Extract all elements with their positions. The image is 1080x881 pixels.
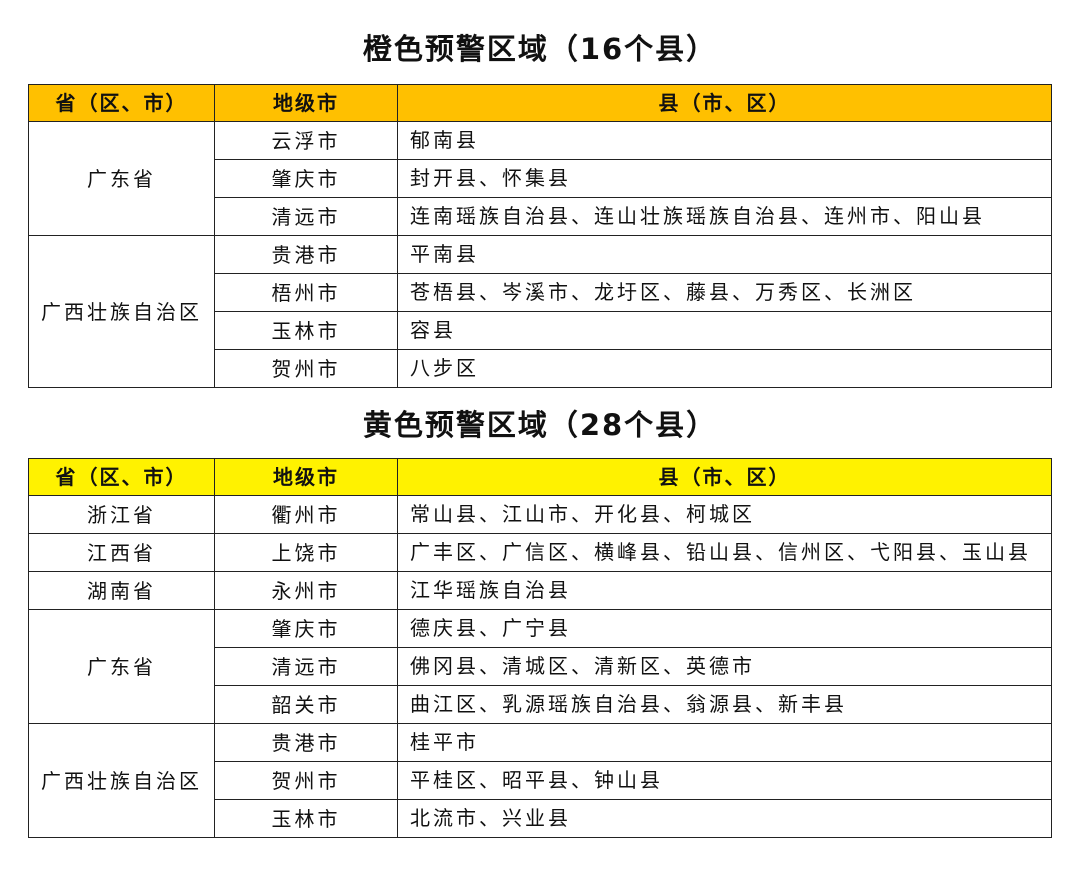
table-row: 韶关市 曲江区、乳源瑶族自治县、翁源县、新丰县 bbox=[29, 685, 1052, 724]
counties-cell: 广丰区、广信区、横峰县、铅山县、信州区、弋阳县、玉山县 bbox=[397, 533, 1052, 572]
table-row: 玉林市 北流市、兴业县 bbox=[29, 799, 1052, 838]
orange-warning-table: 省（区、市） 地级市 县（市、区） 广东省 云浮市 郁南县 肇庆市 封开县、怀集县 清远市… bbox=[28, 84, 1052, 388]
table-row: 广东省 肇庆市 德庆县、广宁县 bbox=[28, 609, 1052, 724]
table-row: 梧州市 苍梧县、岑溪市、龙圩区、藤县、万秀区、长洲区 bbox=[29, 273, 1052, 312]
counties-cell: 常山县、江山市、开化县、柯城区 bbox=[397, 495, 1052, 534]
city-cell: 清远市 bbox=[214, 197, 398, 236]
table-row: 广西壮族自治区 贵港市 平南县 bbox=[28, 235, 1052, 388]
city-cell: 韶关市 bbox=[214, 685, 398, 724]
counties-cell: 江华瑶族自治县 bbox=[397, 571, 1052, 610]
counties-cell: 曲江区、乳源瑶族自治县、翁源县、新丰县 bbox=[397, 685, 1052, 724]
table-row: 广东省 云浮市 郁南县 bbox=[28, 121, 1052, 236]
header-province: 省（区、市） bbox=[28, 84, 215, 122]
table-header-row: 省（区、市） 地级市 县（市、区） bbox=[28, 458, 1052, 496]
city-cell: 上饶市 bbox=[214, 533, 398, 572]
province-cell: 广东省 bbox=[28, 121, 215, 236]
orange-warning-title: 橙色预警区域（16个县） bbox=[362, 32, 718, 66]
city-cell: 肇庆市 bbox=[214, 609, 398, 648]
header-city: 地级市 bbox=[214, 458, 398, 496]
city-cell: 云浮市 bbox=[214, 121, 398, 160]
counties-cell: 八步区 bbox=[397, 349, 1052, 388]
counties-cell: 佛冈县、清城区、清新区、英德市 bbox=[397, 647, 1052, 686]
yellow-warning-table: 省（区、市） 地级市 县（市、区） 浙江省 衢州市 常山县、江山市、开化县、柯城区江… bbox=[28, 458, 1052, 838]
city-cell: 玉林市 bbox=[214, 311, 398, 350]
yellow-warning-title: 黄色预警区域（28个县） bbox=[362, 408, 718, 442]
province-cell: 湖南省 bbox=[28, 571, 215, 610]
counties-cell: 桂平市 bbox=[397, 723, 1052, 762]
province-cell: 广西壮族自治区 bbox=[28, 235, 215, 388]
counties-cell: 平桂区、昭平县、钟山县 bbox=[397, 761, 1052, 800]
counties-cell: 北流市、兴业县 bbox=[397, 799, 1052, 838]
city-cell: 梧州市 bbox=[214, 273, 398, 312]
counties-cell: 平南县 bbox=[397, 235, 1052, 274]
province-cell: 广东省 bbox=[28, 609, 215, 724]
counties-cell: 德庆县、广宁县 bbox=[397, 609, 1052, 648]
city-cell: 永州市 bbox=[214, 571, 398, 610]
table-row: 广西壮族自治区 贵港市 桂平市 bbox=[28, 723, 1052, 838]
header-counties: 县（市、区） bbox=[397, 84, 1052, 122]
province-cell: 江西省 bbox=[28, 533, 215, 572]
table-row: 清远市 佛冈县、清城区、清新区、英德市 bbox=[29, 647, 1052, 686]
province-cell: 浙江省 bbox=[28, 495, 215, 534]
counties-cell: 连南瑶族自治县、连山壮族瑶族自治县、连州市、阳山县 bbox=[397, 197, 1052, 236]
header-city: 地级市 bbox=[214, 84, 398, 122]
header-province: 省（区、市） bbox=[28, 458, 215, 496]
table-header-row: 省（区、市） 地级市 县（市、区） bbox=[28, 84, 1052, 122]
counties-cell: 封开县、怀集县 bbox=[397, 159, 1052, 198]
counties-cell: 苍梧县、岑溪市、龙圩区、藤县、万秀区、长洲区 bbox=[397, 273, 1052, 312]
table-row: 贺州市 八步区 bbox=[29, 349, 1052, 388]
city-cell: 贵港市 bbox=[214, 235, 398, 274]
table-row: 江西省 上饶市 广丰区、广信区、横峰县、铅山县、信州区、弋阳县、玉山县 bbox=[28, 533, 1052, 572]
counties-cell: 容县 bbox=[397, 311, 1052, 350]
counties-cell: 郁南县 bbox=[397, 121, 1052, 160]
city-cell: 玉林市 bbox=[214, 799, 398, 838]
city-cell: 衢州市 bbox=[214, 495, 398, 534]
city-cell: 肇庆市 bbox=[214, 159, 398, 198]
table-row: 浙江省 衢州市 常山县、江山市、开化县、柯城区 bbox=[28, 495, 1052, 534]
province-cell: 广西壮族自治区 bbox=[28, 723, 215, 838]
table-row: 肇庆市 封开县、怀集县 bbox=[29, 159, 1052, 198]
city-cell: 贺州市 bbox=[214, 349, 398, 388]
city-cell: 贺州市 bbox=[214, 761, 398, 800]
header-counties: 县（市、区） bbox=[397, 458, 1052, 496]
city-cell: 清远市 bbox=[214, 647, 398, 686]
city-cell: 贵港市 bbox=[214, 723, 398, 762]
table-row: 湖南省 永州市 江华瑶族自治县 bbox=[28, 571, 1052, 610]
